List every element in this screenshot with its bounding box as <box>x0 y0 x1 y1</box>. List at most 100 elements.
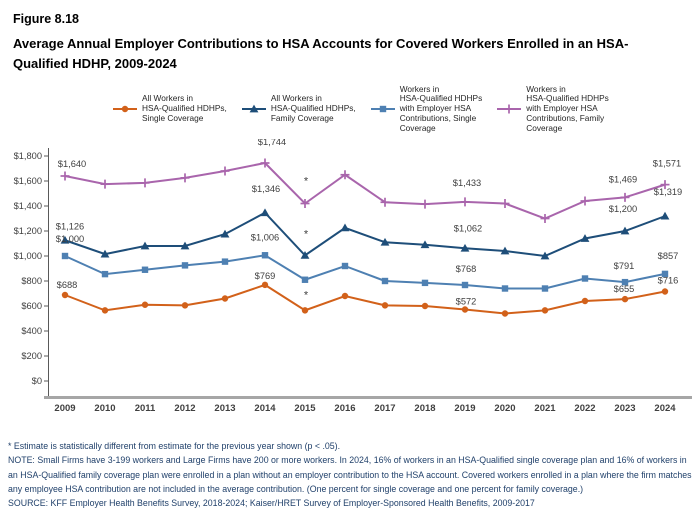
value-label: $1,640 <box>58 159 86 169</box>
legend-marker-glyph <box>249 104 259 113</box>
data-point-marker <box>500 246 510 255</box>
legend-label: All Workers in HSA-Qualified HDHPs, Single… <box>142 93 227 123</box>
figure-number: Figure 8.18 <box>13 12 79 26</box>
figure-title: Average Annual Employer Contributions to… <box>13 36 629 71</box>
data-point-marker <box>140 241 150 250</box>
series-line-1 <box>64 211 666 258</box>
value-label: $1,006 <box>251 232 279 242</box>
data-point-marker <box>141 301 149 308</box>
value-label: $572 <box>456 297 477 307</box>
x-tick-label: 2024 <box>654 403 676 414</box>
x-tick-label: 2014 <box>254 403 276 414</box>
data-point-marker <box>461 281 469 289</box>
data-point-marker <box>300 199 310 208</box>
data-point-marker <box>61 291 69 299</box>
x-tick-label: 2021 <box>534 403 556 414</box>
data-point-marker <box>301 307 309 314</box>
data-point-marker <box>661 288 669 295</box>
data-point-marker <box>340 223 350 232</box>
series-line-3 <box>64 161 666 220</box>
data-point-marker <box>341 292 349 300</box>
data-point-marker <box>420 240 430 249</box>
data-point-marker <box>501 285 509 292</box>
data-point-marker <box>381 277 389 285</box>
data-point-marker <box>500 199 510 208</box>
data-point-marker <box>580 196 590 206</box>
legend-plus-marker-icon <box>497 104 522 114</box>
data-point-marker <box>340 170 350 180</box>
value-label: $1,062 <box>454 223 482 233</box>
data-point-marker <box>260 208 270 217</box>
data-point-marker <box>101 270 109 278</box>
data-point-marker <box>421 302 429 310</box>
data-point-marker <box>620 226 630 235</box>
data-point-marker <box>141 266 149 273</box>
legend-item-2: Workers in HSA-Qualified HDHPs with Employ… <box>370 84 482 134</box>
value-label: $1,744 <box>258 139 286 147</box>
y-tick-label: $400 <box>21 326 42 336</box>
data-point-marker <box>380 197 390 207</box>
data-point-marker <box>301 276 309 283</box>
data-point-marker <box>620 192 630 202</box>
value-label: $1,000 <box>56 234 84 244</box>
value-label: $716 <box>658 276 679 286</box>
legend-triangle-marker-icon <box>241 104 266 113</box>
x-tick-label: 2016 <box>334 403 355 414</box>
data-point-marker <box>61 252 69 260</box>
data-point-marker <box>660 180 670 190</box>
data-point-marker <box>621 295 629 303</box>
x-tick-label: 2019 <box>454 403 475 414</box>
data-point-marker <box>341 262 349 270</box>
data-point-marker <box>180 241 190 250</box>
data-point-marker <box>140 178 150 188</box>
data-point-marker <box>661 270 669 278</box>
x-tick-label: 2009 <box>54 403 75 414</box>
y-tick-label: $1,600 <box>14 176 42 186</box>
data-point-marker <box>460 197 470 207</box>
data-point-marker <box>541 285 549 292</box>
y-tick-label: $600 <box>21 301 42 311</box>
legend-label: All Workers in HSA-Qualified HDHPs, Family… <box>270 93 356 123</box>
data-point-marker <box>541 307 549 314</box>
y-tick-label: $1,800 <box>14 151 42 161</box>
title-block: Figure 8.18 Average Annual Employer Cont… <box>13 12 685 73</box>
data-point-marker <box>540 251 550 260</box>
data-point-marker <box>581 297 589 305</box>
x-tick-label: 2015 <box>294 403 316 414</box>
data-point-marker <box>581 275 589 282</box>
data-point-marker <box>101 307 109 314</box>
value-label: $768 <box>456 264 477 274</box>
x-tick-label: 2020 <box>494 403 515 414</box>
chart-container: $0 $200 $400 $600 $800 $1,000 $1,200 $1,400 $1,6… <box>0 137 698 429</box>
figure-page: Figure 8.18 Average Annual Employer Cont… <box>0 12 698 510</box>
data-point-marker <box>220 166 230 176</box>
footnotes: * Estimate is statistically different fr… <box>8 439 694 510</box>
value-label: $1,126 <box>56 221 84 231</box>
data-point-marker <box>221 295 229 302</box>
data-point-marker <box>460 243 470 252</box>
data-point-marker <box>60 171 70 181</box>
value-label: $1,346 <box>252 184 280 194</box>
note-footnote: NOTE: Small Firms have 3-199 workers and… <box>8 455 692 494</box>
data-point-marker <box>420 199 430 209</box>
data-point-marker <box>660 211 670 220</box>
value-label: $1,469 <box>609 174 637 184</box>
data-point-marker <box>421 279 429 287</box>
value-label: $1,200 <box>609 204 637 214</box>
legend-marker-glyph <box>121 105 129 113</box>
x-tick-label: 2022 <box>574 403 595 414</box>
data-point-marker <box>261 252 269 259</box>
data-point-marker <box>381 302 389 309</box>
value-label: $1,433 <box>453 178 481 188</box>
legend-square-marker-icon <box>370 105 395 113</box>
x-tick-label: 2010 <box>94 403 115 414</box>
data-point-marker <box>100 179 110 189</box>
legend-circle-marker-icon <box>113 105 137 113</box>
legend-marker-glyph <box>379 105 386 113</box>
data-point-marker <box>261 281 269 289</box>
data-point-marker <box>621 278 629 286</box>
value-label: $857 <box>658 251 679 261</box>
value-label: $791 <box>614 261 635 271</box>
series-line-2 <box>64 254 666 290</box>
data-point-marker <box>220 229 230 238</box>
